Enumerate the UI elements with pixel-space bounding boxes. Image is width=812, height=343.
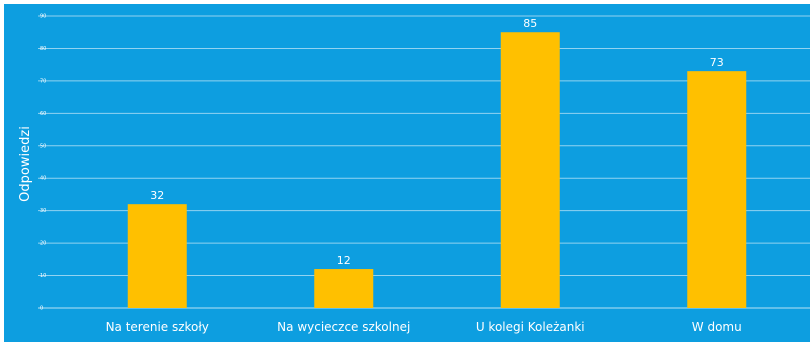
data-label: 85 <box>523 17 537 30</box>
data-label: 12 <box>337 254 351 267</box>
bar <box>127 204 187 308</box>
category-label: U kolegi Koleżanki <box>476 320 585 334</box>
bar-chart: 0 10 20 30 40 50 60 70 80 90 32 12 85 73 Na terenie … <box>18 14 810 334</box>
data-labels: 32 12 85 73 <box>150 17 724 267</box>
y-tick-label: 60 <box>40 111 46 117</box>
y-axis-ticks: 0 10 20 30 40 50 60 70 80 90 <box>40 14 46 312</box>
bar <box>314 269 374 308</box>
category-label: Na wycieczce szkolnej <box>277 320 410 334</box>
data-label: 32 <box>150 189 164 202</box>
y-tick-label: 0 <box>40 306 43 312</box>
y-tick-label: 30 <box>40 208 46 214</box>
y-tick-label: 20 <box>40 241 46 247</box>
y-tick-label: 50 <box>40 143 46 149</box>
data-label: 73 <box>710 56 724 69</box>
y-tick-label: 10 <box>40 273 46 279</box>
bar <box>687 71 747 309</box>
x-axis-categories: Na terenie szkoły Na wycieczce szkolnej U … <box>106 320 742 334</box>
category-label: W domu <box>692 320 742 334</box>
bar <box>500 32 560 308</box>
y-tick-label: 90 <box>40 14 46 20</box>
y-tick-label: 80 <box>40 46 46 52</box>
category-label: Na terenie szkoły <box>106 320 209 334</box>
y-tick-label: 40 <box>40 176 46 182</box>
y-axis-label: Odpowiedzi <box>18 126 33 202</box>
y-tick-label: 70 <box>40 78 46 84</box>
bars <box>127 32 747 309</box>
chart-area: 0 10 20 30 40 50 60 70 80 90 32 12 85 73 Na terenie … <box>4 4 810 342</box>
